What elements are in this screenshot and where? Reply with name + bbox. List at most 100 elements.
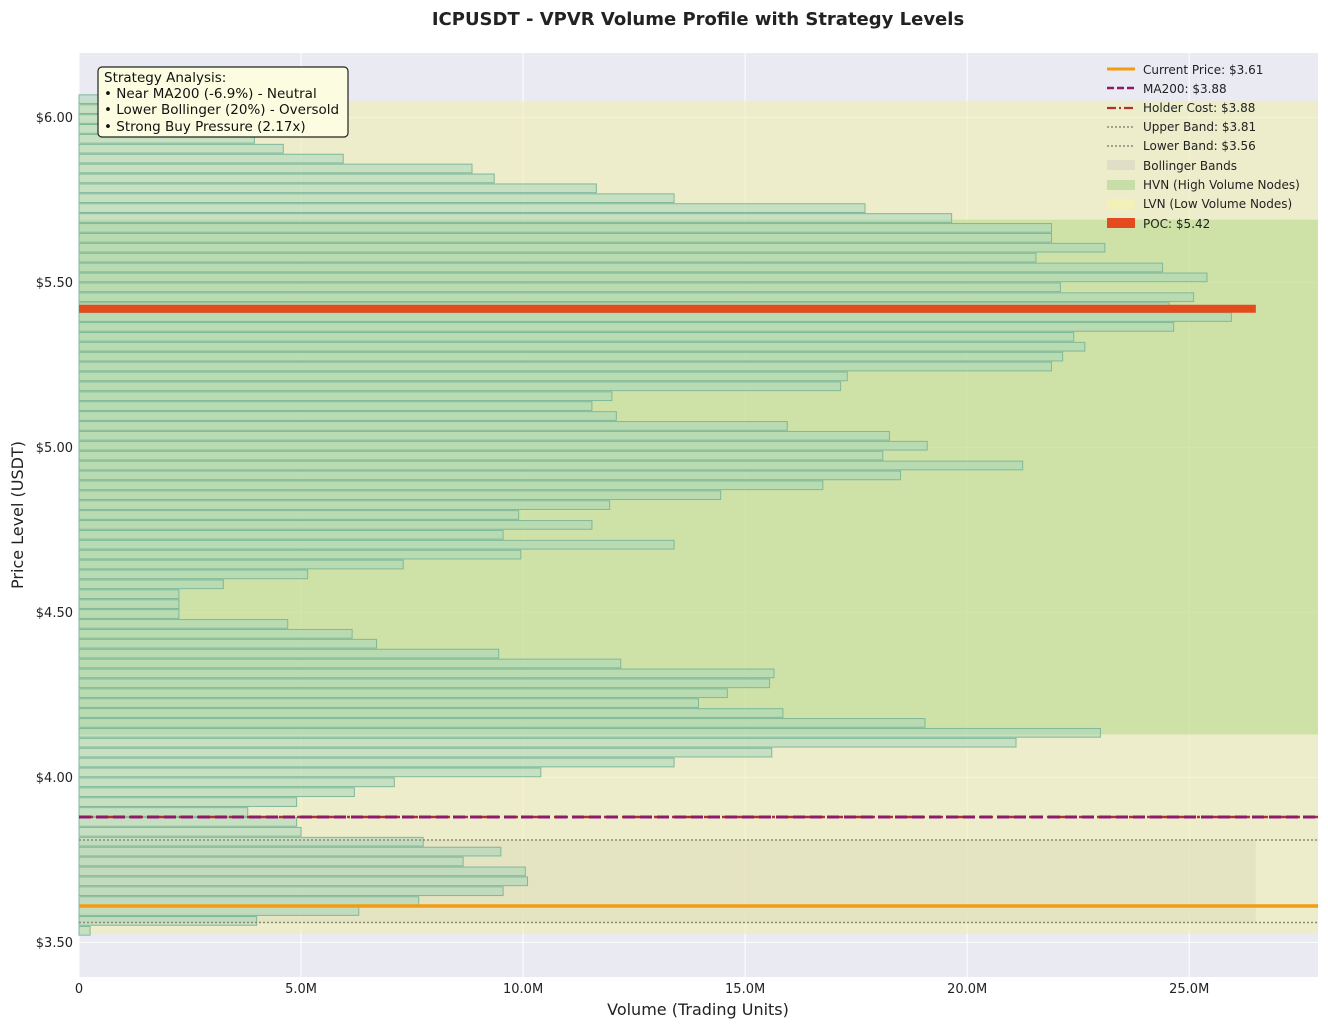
volume-bar-79	[78, 143, 284, 154]
volume-bar-31	[78, 619, 289, 629]
legend-swatch-lvn	[1107, 199, 1135, 209]
volume-bar-17	[78, 757, 675, 768]
volume-bar-4	[78, 886, 504, 897]
volume-bar-14	[78, 787, 355, 798]
x-axis-label: Volume (Trading Units)	[607, 1000, 789, 1019]
volume-bar-25	[78, 678, 771, 689]
volume-bar-54	[78, 391, 613, 402]
volume-bar-65	[78, 282, 1061, 293]
annotation-line-1: Strategy Analysis:	[104, 70, 226, 86]
volume-bar-55	[78, 381, 842, 392]
volume-bar-64	[78, 292, 1195, 303]
volume-bar-71	[78, 223, 1053, 233]
legend-label-ma200: MA200: $3.88	[1143, 82, 1227, 96]
volume-bar-34	[78, 589, 180, 600]
volume-bar-57	[78, 361, 1053, 372]
volume-bar-19	[78, 737, 1017, 748]
volume-bar-39	[78, 539, 675, 550]
volume-bar-73	[78, 203, 866, 213]
legend-label-lower-band: Lower Band: $3.56	[1143, 139, 1256, 153]
volume-bar-1	[78, 916, 258, 926]
volume-bar-11	[78, 817, 298, 827]
volume-bar-41	[78, 520, 593, 530]
x-tick-label-0: 0	[75, 982, 83, 997]
volume-bar-13	[78, 797, 298, 807]
y-tick-label-5: $6.00	[36, 111, 73, 126]
volume-bar-5	[78, 876, 529, 887]
legend: Current Price: $3.61 MA200: $3.88 Holder…	[1107, 63, 1300, 231]
legend-swatch-poc	[1107, 218, 1135, 228]
volume-bar-21	[78, 718, 926, 728]
volume-bar-7	[78, 856, 464, 867]
legend-label-current-price: Current Price: $3.61	[1143, 63, 1263, 77]
volume-bar-16	[78, 767, 542, 778]
x-tick-label-5: 25.0M	[1169, 982, 1209, 997]
legend-label-upper-band: Upper Band: $3.81	[1143, 120, 1256, 134]
y-tick-label-2: $4.50	[36, 606, 73, 621]
price-levels	[79, 304, 1318, 924]
y-axis-ticks: $3.50 $4.00 $4.50 $5.00 $5.50 $6.00	[36, 111, 73, 951]
volume-bar-24	[78, 688, 728, 699]
legend-swatch-hvn	[1107, 180, 1135, 190]
volume-bar-60	[78, 331, 1075, 342]
volume-bar-75	[78, 183, 597, 194]
volume-bar-23	[78, 698, 699, 708]
volume-bar-69	[78, 242, 1106, 253]
volume-bar-70	[78, 232, 1053, 243]
volume-bar-74	[78, 193, 675, 204]
annotation-line-2: • Near MA200 (-6.9%) - Neutral	[104, 86, 317, 102]
volume-bar-46	[78, 470, 902, 481]
volume-bar-2	[78, 906, 360, 916]
x-tick-label-3: 15.0M	[725, 982, 765, 997]
volume-bar-56	[78, 371, 848, 382]
volume-bar-52	[78, 411, 617, 421]
volume-bar-35	[78, 579, 224, 590]
chart-title: ICPUSDT - VPVR Volume Profile with Strat…	[432, 9, 964, 30]
strategy-annotation: Strategy Analysis: • Near MA200 (-6.9%) …	[97, 66, 349, 138]
x-tick-label-2: 10.0M	[503, 982, 543, 997]
annotation-box	[97, 66, 349, 138]
volume-bar-26	[78, 668, 775, 679]
volume-bar-59	[78, 341, 1086, 352]
y-tick-label-4: $5.50	[36, 276, 73, 291]
volume-bar-22	[78, 708, 784, 718]
volume-bar-68	[78, 252, 1037, 263]
volume-bar-58	[78, 351, 1064, 362]
volume-bar-49	[78, 440, 928, 451]
legend-label-bollinger: Bollinger Bands	[1143, 159, 1237, 173]
legend-label-hvn: HVN (High Volume Nodes)	[1143, 178, 1300, 192]
annotation-line-4: • Strong Buy Pressure (2.17x)	[104, 119, 306, 135]
volume-bar-10	[78, 826, 302, 837]
volume-bar-66	[78, 272, 1208, 283]
legend-swatch-bollinger	[1107, 160, 1135, 170]
volume-bar-30	[78, 628, 353, 639]
volume-bar-37	[78, 559, 404, 570]
volume-bar-43	[78, 500, 611, 510]
volume-bar-20	[78, 727, 1101, 738]
y-tick-label-3: $5.00	[36, 441, 73, 456]
volume-bar-67	[78, 262, 1164, 273]
volume-bar-40	[78, 529, 504, 540]
volume-bar-0	[78, 925, 91, 936]
volume-bar-42	[78, 510, 520, 520]
y-tick-label-0: $3.50	[36, 936, 73, 951]
volume-bar-53	[78, 401, 593, 411]
volume-bar-62	[78, 312, 1232, 322]
volume-bar-36	[78, 569, 309, 580]
volume-bar-27	[78, 658, 622, 669]
legend-label-holder-cost: Holder Cost: $3.88	[1143, 101, 1255, 115]
x-tick-label-1: 5.0M	[285, 982, 317, 997]
volume-bar-6	[78, 866, 526, 877]
volume-bar-77	[78, 163, 473, 174]
volume-bar-9	[78, 836, 424, 847]
volume-bar-78	[78, 153, 344, 164]
annotation-line-3: • Lower Bollinger (20%) - Oversold	[104, 102, 339, 118]
volume-bar-51	[78, 421, 788, 431]
legend-label-poc: POC: $5.42	[1143, 217, 1210, 231]
volume-bar-12	[78, 807, 249, 817]
volume-bar-48	[78, 450, 884, 461]
poc-bar	[79, 304, 1256, 313]
volume-bar-8	[78, 846, 502, 857]
y-axis-label: Price Level (USDT)	[8, 441, 27, 589]
